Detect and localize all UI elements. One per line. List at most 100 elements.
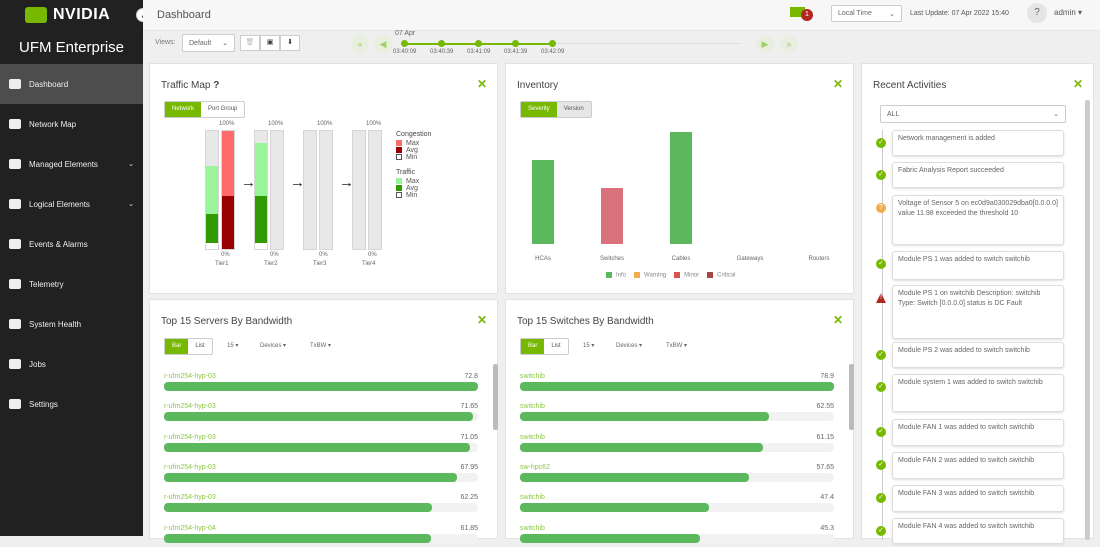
sidebar-item-telemetry[interactable]: Telemetry: [0, 264, 143, 304]
activity-item[interactable]: Module FAN 3 was added to switch switchi…: [892, 485, 1064, 512]
tab-severity[interactable]: Severity: [521, 102, 557, 117]
filter-dropdown[interactable]: 15 ▾: [583, 342, 594, 349]
device-name[interactable]: sw-hpc62: [520, 463, 550, 471]
sidebar-item-dashboard[interactable]: Dashboard: [0, 64, 143, 104]
bandwidth-row[interactable]: r-ufm254-hyp-03 71.65: [164, 403, 478, 425]
bandwidth-value: 45.3: [820, 524, 834, 532]
timeline-point[interactable]: [512, 40, 519, 47]
tab-list[interactable]: List: [195, 343, 205, 349]
filter-dropdown[interactable]: 15 ▾: [227, 342, 238, 349]
tab-bar[interactable]: Bar: [521, 339, 545, 354]
rewind-button[interactable]: «: [351, 35, 369, 53]
activity-item[interactable]: Network management is added: [892, 130, 1064, 156]
bandwidth-row[interactable]: r-ufm254-hyp-03 67.95: [164, 464, 478, 486]
activity-item[interactable]: Module PS 1 was added to switch switchib: [892, 251, 1064, 280]
tab-network[interactable]: Network: [165, 102, 202, 117]
scrollbar[interactable]: [849, 364, 854, 430]
close-icon[interactable]: ✕: [832, 313, 843, 327]
timeline-track[interactable]: [404, 43, 740, 44]
sidebar-item-jobs[interactable]: Jobs: [0, 344, 143, 384]
time-mode-select[interactable]: Local Time ⌄: [831, 5, 902, 22]
filter-dropdown[interactable]: Devices ▾: [260, 342, 286, 349]
sidebar-item-settings[interactable]: Settings: [0, 384, 143, 424]
filter-dropdown[interactable]: Devices ▾: [616, 342, 642, 349]
activity-item[interactable]: Module FAN 4 was added to switch switchi…: [892, 518, 1064, 544]
tab-bar[interactable]: Bar: [165, 339, 189, 354]
bandwidth-track: [520, 442, 834, 452]
device-name[interactable]: switchib: [520, 433, 545, 441]
device-name[interactable]: switchib: [520, 494, 545, 502]
sidebar-item-system-health[interactable]: System Health: [0, 304, 143, 344]
device-name[interactable]: r-ufm254-hyp-03: [164, 494, 216, 502]
legend-item[interactable]: Critical: [707, 272, 736, 279]
activity-item[interactable]: Module PS 1 on switchib Description: swi…: [892, 285, 1064, 339]
congestion-bar: [368, 130, 382, 250]
device-name[interactable]: switchib: [520, 373, 545, 380]
bandwidth-row[interactable]: switchib 47.4: [520, 494, 834, 516]
close-icon[interactable]: ✕: [832, 77, 843, 91]
tab-list[interactable]: List: [551, 343, 561, 349]
mail-icon[interactable]: [790, 7, 805, 17]
timeline-point[interactable]: [475, 40, 482, 47]
scrollbar[interactable]: [493, 364, 498, 430]
device-name[interactable]: r-ufm254-hyp-03: [164, 433, 216, 441]
bandwidth-fill: [164, 412, 474, 422]
help-button[interactable]: ?: [1027, 3, 1047, 23]
device-name[interactable]: r-ufm254-hyp-03: [164, 403, 216, 411]
inventory-bar-switches[interactable]: [601, 188, 623, 244]
activity-item[interactable]: Module FAN 1 was added to switch switchi…: [892, 419, 1064, 446]
sidebar-item-managed-elements[interactable]: Managed Elements ⌄: [0, 144, 143, 184]
bandwidth-row[interactable]: switchib 62.55: [520, 403, 834, 425]
device-name[interactable]: switchib: [520, 524, 545, 532]
help-icon[interactable]: ?: [213, 80, 220, 91]
bandwidth-row[interactable]: r-ufm254-hyp-03 71.05: [164, 434, 478, 456]
timeline-point[interactable]: [438, 40, 445, 47]
bandwidth-fill: [164, 533, 431, 543]
close-icon[interactable]: ✕: [476, 313, 487, 327]
fast-forward-button[interactable]: »: [780, 35, 798, 53]
tab-version[interactable]: Version: [556, 102, 591, 117]
step-forward-button[interactable]: ▶: [756, 35, 774, 53]
close-icon[interactable]: ✕: [476, 77, 487, 91]
user-menu[interactable]: admin ▾: [1054, 8, 1083, 17]
tier-max-label: 100%: [219, 121, 235, 127]
delete-view-button[interactable]: 🗑: [240, 35, 260, 51]
step-back-button[interactable]: ◀: [374, 35, 392, 53]
sidebar-item-events-alarms[interactable]: Events & Alarms: [0, 224, 143, 264]
filter-dropdown[interactable]: TxBW ▾: [310, 342, 331, 349]
bandwidth-row[interactable]: r-ufm254-hyp-03 62.25: [164, 494, 478, 516]
activity-item[interactable]: Fabric Analysis Report succeeded: [892, 162, 1064, 188]
legend-item[interactable]: Minor: [674, 272, 699, 279]
device-name[interactable]: r-ufm254-hyp-03: [164, 373, 216, 380]
folder-view-button[interactable]: ▣: [260, 35, 280, 51]
legend-item[interactable]: Info: [606, 272, 626, 279]
device-name[interactable]: r-ufm254-hyp-04: [164, 524, 216, 532]
chevron-down-icon: ⌄: [222, 40, 228, 47]
timeline-time: 03:41:09: [467, 49, 491, 55]
close-icon[interactable]: ✕: [1072, 77, 1083, 91]
bandwidth-row[interactable]: switchib 78.9: [520, 373, 834, 395]
views-select[interactable]: Default ⌄: [182, 34, 235, 52]
chart-icon: [9, 279, 21, 289]
scrollbar[interactable]: [1085, 100, 1090, 540]
filter-dropdown[interactable]: TxBW ▾: [666, 342, 687, 349]
activity-item[interactable]: Module PS 2 was added to switch switchib: [892, 342, 1064, 368]
save-view-button[interactable]: ⬇: [280, 35, 300, 51]
bandwidth-row[interactable]: r-ufm254-hyp-03 72.8: [164, 373, 478, 395]
legend-item[interactable]: Warning: [634, 272, 666, 279]
inventory-bar-cables[interactable]: [670, 132, 692, 244]
tab-port-group[interactable]: Port Group: [208, 106, 238, 112]
device-name[interactable]: switchib: [520, 403, 545, 411]
inventory-bar-hcas[interactable]: [532, 160, 554, 244]
activity-filter-select[interactable]: ALL ⌄: [880, 105, 1066, 123]
bandwidth-row[interactable]: sw-hpc62 57.65: [520, 464, 834, 486]
activity-item[interactable]: Module system 1 was added to switch swit…: [892, 374, 1064, 412]
activity-item[interactable]: Module FAN 2 was added to switch switchi…: [892, 452, 1064, 479]
timeline-point[interactable]: [401, 40, 408, 47]
bandwidth-row[interactable]: switchib 61.15: [520, 434, 834, 456]
timeline-point[interactable]: [549, 40, 556, 47]
sidebar-item-logical-elements[interactable]: Logical Elements ⌄: [0, 184, 143, 224]
sidebar-item-network-map[interactable]: Network Map: [0, 104, 143, 144]
device-name[interactable]: r-ufm254-hyp-03: [164, 463, 216, 471]
activity-item[interactable]: Voltage of Sensor 5 on ec0d9a030029dba0[…: [892, 195, 1064, 245]
